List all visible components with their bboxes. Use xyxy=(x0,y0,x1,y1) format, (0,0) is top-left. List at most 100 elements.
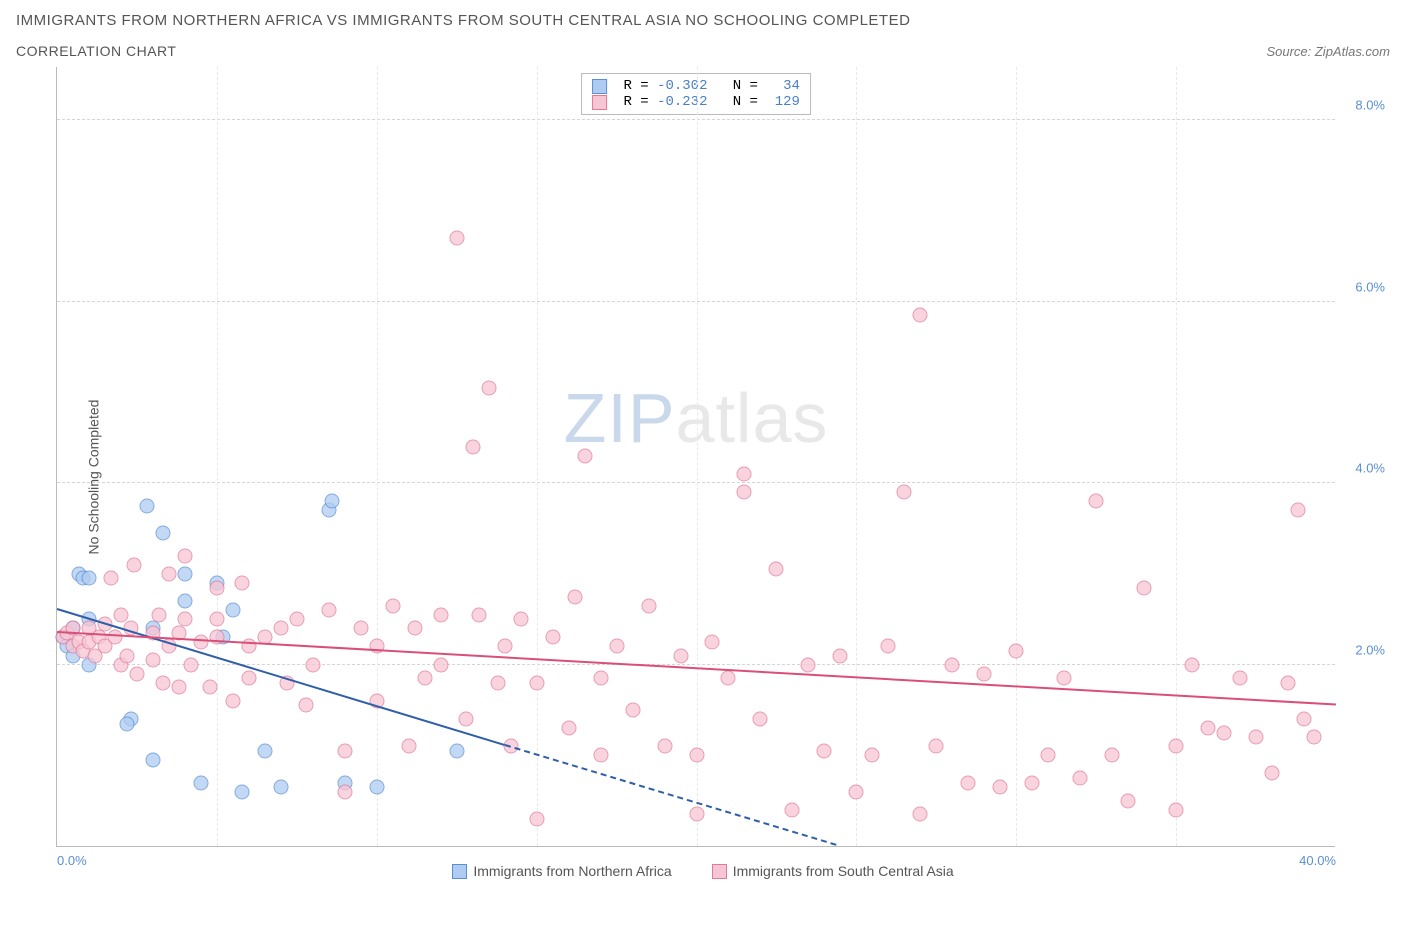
data-point xyxy=(1217,725,1232,740)
watermark-zip: ZIP xyxy=(564,379,676,457)
source-label: Source: xyxy=(1266,44,1314,59)
legend-label: Immigrants from South Central Asia xyxy=(733,863,954,879)
data-point xyxy=(120,648,135,663)
legend-item: Immigrants from South Central Asia xyxy=(712,863,954,879)
data-point xyxy=(609,639,624,654)
legend-swatch xyxy=(712,864,727,879)
y-tick-label: 2.0% xyxy=(1340,642,1385,657)
legend-swatch xyxy=(452,864,467,879)
gridline-v xyxy=(217,67,218,846)
data-point xyxy=(171,680,186,695)
subtitle-row: CORRELATION CHART Source: ZipAtlas.com xyxy=(16,43,1390,59)
data-point xyxy=(705,634,720,649)
data-point xyxy=(491,675,506,690)
data-point xyxy=(993,780,1008,795)
data-point xyxy=(817,743,832,758)
legend-label: Immigrants from Northern Africa xyxy=(473,863,671,879)
data-point xyxy=(545,630,560,645)
data-point xyxy=(155,675,170,690)
data-point xyxy=(881,639,896,654)
gridline-v xyxy=(1016,67,1017,846)
data-point xyxy=(1233,671,1248,686)
data-point xyxy=(235,575,250,590)
data-point xyxy=(120,716,135,731)
data-point xyxy=(1201,721,1216,736)
chart-container: No Schooling Completed ZIPatlas R = -0.3… xyxy=(16,67,1390,887)
data-point xyxy=(337,743,352,758)
data-point xyxy=(977,666,992,681)
legend-item: Immigrants from Northern Africa xyxy=(452,863,671,879)
data-point xyxy=(385,598,400,613)
data-point xyxy=(104,571,119,586)
data-point xyxy=(1121,793,1136,808)
data-point xyxy=(321,603,336,618)
source-attribution: Source: ZipAtlas.com xyxy=(1266,44,1390,59)
data-point xyxy=(577,449,592,464)
data-point xyxy=(235,784,250,799)
plot-area: ZIPatlas R = -0.302 N = 34 R = -0.232 N … xyxy=(56,67,1335,847)
source-name: ZipAtlas.com xyxy=(1315,44,1390,59)
data-point xyxy=(209,630,224,645)
data-point xyxy=(401,739,416,754)
data-point xyxy=(155,526,170,541)
data-point xyxy=(529,811,544,826)
gridline-v xyxy=(856,67,857,846)
data-point xyxy=(1290,503,1305,518)
data-point xyxy=(337,784,352,799)
chart-title: IMMIGRANTS FROM NORTHERN AFRICA VS IMMIG… xyxy=(16,12,1390,29)
data-point xyxy=(1009,644,1024,659)
data-point xyxy=(209,612,224,627)
data-point xyxy=(753,712,768,727)
data-point xyxy=(449,743,464,758)
data-point xyxy=(561,721,576,736)
data-point xyxy=(1297,712,1312,727)
data-point xyxy=(769,562,784,577)
data-point xyxy=(161,566,176,581)
data-point xyxy=(513,612,528,627)
data-point xyxy=(177,594,192,609)
data-point xyxy=(145,752,160,767)
data-point xyxy=(299,698,314,713)
data-point xyxy=(184,657,199,672)
data-point xyxy=(865,748,880,763)
data-point xyxy=(289,612,304,627)
data-point xyxy=(177,612,192,627)
data-point xyxy=(1281,675,1296,690)
data-point xyxy=(225,693,240,708)
data-point xyxy=(1073,770,1088,785)
legend-swatch xyxy=(592,79,607,94)
data-point xyxy=(721,671,736,686)
data-point xyxy=(529,675,544,690)
data-point xyxy=(433,607,448,622)
data-point xyxy=(1057,671,1072,686)
data-point xyxy=(689,807,704,822)
data-point xyxy=(417,671,432,686)
gridline-v xyxy=(537,67,538,846)
data-point xyxy=(1249,730,1264,745)
data-point xyxy=(961,775,976,790)
data-point xyxy=(641,598,656,613)
data-point xyxy=(129,666,144,681)
gridline-v xyxy=(1176,67,1177,846)
watermark-atlas: atlas xyxy=(676,379,829,457)
gridline-v xyxy=(377,67,378,846)
data-point xyxy=(126,557,141,572)
data-point xyxy=(593,671,608,686)
data-point xyxy=(1137,580,1152,595)
data-point xyxy=(737,467,752,482)
data-point xyxy=(625,702,640,717)
data-point xyxy=(145,653,160,668)
data-point xyxy=(1169,802,1184,817)
data-point xyxy=(225,603,240,618)
data-point xyxy=(472,607,487,622)
data-point xyxy=(257,743,272,758)
data-point xyxy=(193,634,208,649)
data-point xyxy=(801,657,816,672)
data-point xyxy=(1306,730,1321,745)
data-point xyxy=(139,498,154,513)
data-point xyxy=(305,657,320,672)
data-point xyxy=(481,380,496,395)
data-point xyxy=(1025,775,1040,790)
data-point xyxy=(913,308,928,323)
data-point xyxy=(113,607,128,622)
